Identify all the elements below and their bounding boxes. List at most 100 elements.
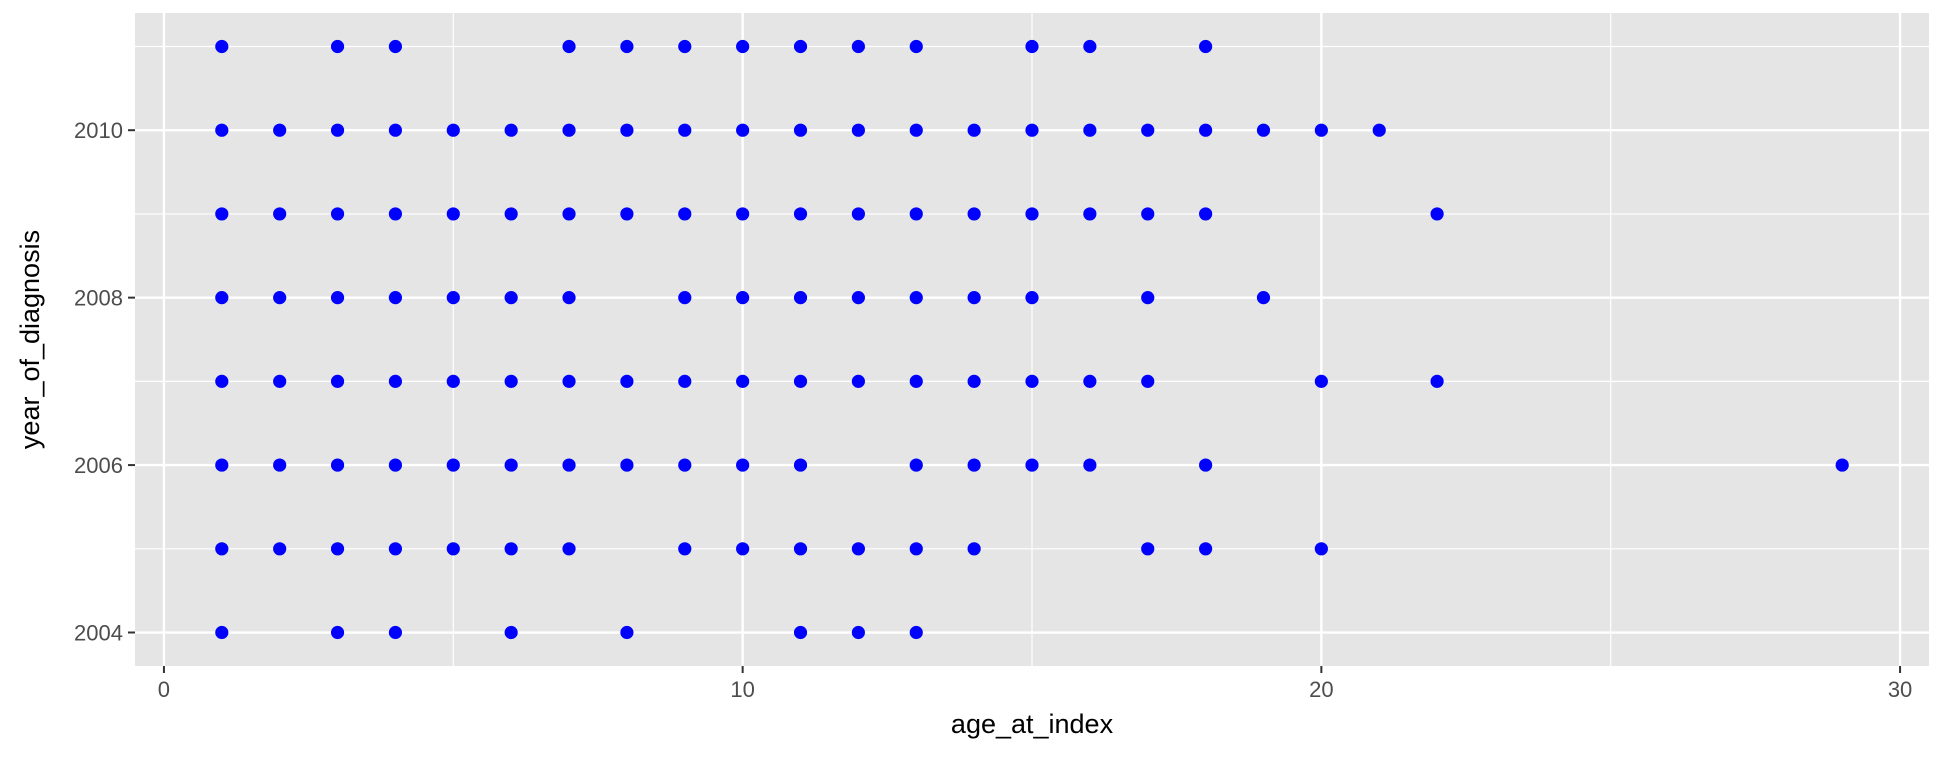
- data-point: [562, 458, 576, 472]
- data-point: [1083, 207, 1097, 221]
- data-point: [851, 625, 865, 640]
- y-axis-title: year_of_diagnosis: [15, 230, 45, 449]
- data-point: [620, 39, 634, 54]
- data-point: [215, 207, 229, 221]
- data-point: [909, 374, 923, 388]
- data-point: [967, 207, 981, 221]
- data-point: [215, 39, 229, 54]
- data-point: [446, 458, 460, 472]
- data-point: [1199, 39, 1213, 54]
- data-point: [678, 458, 692, 472]
- data-point: [504, 207, 518, 221]
- data-point: [504, 291, 518, 305]
- data-point: [1025, 374, 1039, 388]
- y-tick-label: 2008: [74, 286, 123, 311]
- data-point: [1025, 39, 1039, 54]
- data-point: [851, 374, 865, 388]
- data-point: [736, 291, 750, 305]
- data-point: [273, 291, 287, 305]
- data-point: [678, 123, 692, 137]
- data-point: [388, 39, 403, 54]
- data-point: [620, 374, 634, 388]
- data-point: [504, 542, 518, 556]
- data-point: [1141, 123, 1155, 137]
- data-point: [215, 374, 229, 388]
- data-point: [793, 458, 808, 472]
- data-point: [446, 123, 460, 137]
- x-axis-title: age_at_index: [951, 709, 1114, 739]
- data-points: [215, 39, 1849, 640]
- data-point: [909, 39, 923, 54]
- data-point: [388, 374, 403, 388]
- data-point: [678, 39, 692, 54]
- data-point: [793, 374, 808, 388]
- data-point: [1199, 123, 1213, 137]
- data-point: [330, 123, 345, 137]
- data-point: [1083, 458, 1097, 472]
- data-point: [330, 458, 345, 472]
- data-point: [793, 291, 808, 305]
- data-point: [909, 625, 923, 640]
- data-point: [620, 207, 634, 221]
- data-point: [1199, 207, 1213, 221]
- data-point: [793, 625, 808, 640]
- data-point: [562, 123, 576, 137]
- data-point: [736, 374, 750, 388]
- data-point: [330, 39, 345, 54]
- data-point: [388, 458, 403, 472]
- data-point: [562, 374, 576, 388]
- x-axis: 0 10 20 30: [158, 666, 1912, 702]
- data-point: [1430, 374, 1444, 388]
- data-point: [446, 291, 460, 305]
- y-tick-label: 2010: [74, 118, 123, 143]
- data-point: [678, 542, 692, 556]
- data-point: [1083, 374, 1097, 388]
- x-tick-label: 30: [1888, 677, 1912, 702]
- data-point: [620, 123, 634, 137]
- y-axis: 2004 2006 2008 2010: [74, 118, 135, 646]
- data-point: [1314, 374, 1328, 388]
- data-point: [1025, 123, 1039, 137]
- data-point: [330, 625, 345, 640]
- data-point: [446, 542, 460, 556]
- data-point: [215, 123, 229, 137]
- data-point: [736, 458, 750, 472]
- data-point: [446, 207, 460, 221]
- data-point: [851, 39, 865, 54]
- data-point: [388, 207, 403, 221]
- data-point: [967, 542, 981, 556]
- data-point: [1835, 458, 1849, 472]
- data-point: [793, 542, 808, 556]
- data-point: [215, 291, 229, 305]
- data-point: [909, 123, 923, 137]
- data-point: [620, 625, 634, 640]
- data-point: [273, 123, 287, 137]
- data-point: [330, 291, 345, 305]
- data-point: [215, 625, 229, 640]
- data-point: [215, 542, 229, 556]
- data-point: [330, 542, 345, 556]
- data-point: [330, 374, 345, 388]
- data-point: [562, 39, 576, 54]
- data-point: [620, 458, 634, 472]
- data-point: [967, 374, 981, 388]
- data-point: [851, 291, 865, 305]
- data-point: [446, 374, 460, 388]
- data-point: [1083, 39, 1097, 54]
- data-point: [909, 291, 923, 305]
- data-point: [1372, 123, 1386, 137]
- x-tick-label: 20: [1309, 677, 1333, 702]
- data-point: [909, 458, 923, 472]
- data-point: [736, 123, 750, 137]
- data-point: [909, 542, 923, 556]
- data-point: [562, 207, 576, 221]
- data-point: [1141, 374, 1155, 388]
- data-point: [504, 374, 518, 388]
- data-point: [273, 374, 287, 388]
- data-point: [1199, 458, 1213, 472]
- data-point: [909, 207, 923, 221]
- data-point: [1256, 123, 1271, 137]
- y-tick-label: 2006: [74, 453, 123, 478]
- data-point: [273, 458, 287, 472]
